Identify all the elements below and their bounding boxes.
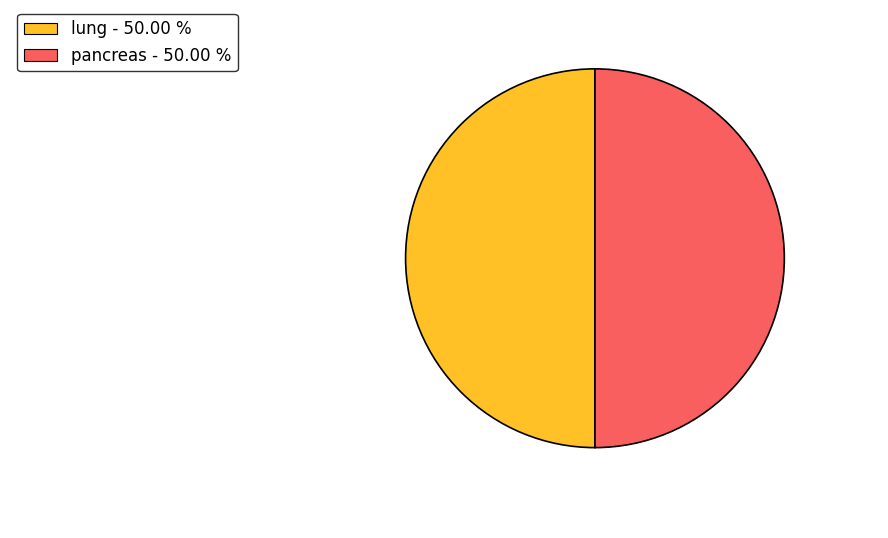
Wedge shape — [595, 69, 784, 448]
Wedge shape — [406, 69, 595, 448]
Legend: lung - 50.00 %, pancreas - 50.00 %: lung - 50.00 %, pancreas - 50.00 % — [17, 13, 238, 72]
